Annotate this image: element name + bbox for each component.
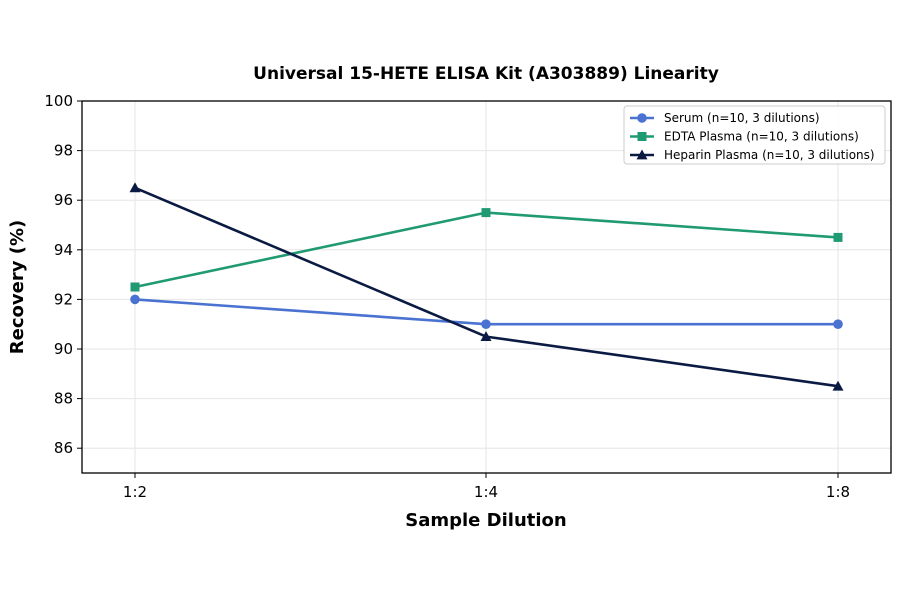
legend-label: Serum (n=10, 3 dilutions) bbox=[664, 111, 820, 125]
series-1 bbox=[130, 294, 843, 330]
legend-label: Heparin Plasma (n=10, 3 dilutions) bbox=[664, 148, 875, 162]
legend-label: EDTA Plasma (n=10, 3 dilutions) bbox=[664, 130, 859, 144]
y-tick-label: 100 bbox=[44, 92, 73, 110]
data-point bbox=[129, 182, 141, 193]
y-axis-label: Recovery (%) bbox=[7, 220, 28, 354]
legend-marker bbox=[636, 149, 648, 160]
data-point bbox=[130, 294, 140, 305]
legend-marker bbox=[637, 132, 647, 141]
y-tick-label: 94 bbox=[54, 241, 73, 259]
x-axis-label: Sample Dilution bbox=[405, 510, 566, 531]
data-point bbox=[833, 232, 843, 242]
series-3 bbox=[129, 182, 844, 391]
series-2 bbox=[130, 208, 843, 292]
y-tick-label: 98 bbox=[54, 142, 73, 160]
legend: Serum (n=10, 3 dilutions) EDTA Plasma (n=… bbox=[623, 105, 886, 165]
legend-entry: Serum (n=10, 3 dilutions) bbox=[630, 111, 820, 125]
legend-box bbox=[623, 105, 886, 165]
legend-marker bbox=[637, 113, 647, 123]
legend-entry: EDTA Plasma (n=10, 3 dilutions) bbox=[630, 130, 859, 144]
y-tick-label: 92 bbox=[54, 290, 73, 308]
tick-layer: 86 88 90 92 94 96 98 100 1:2 1:4 1:8 bbox=[44, 92, 850, 501]
data-point bbox=[481, 208, 491, 218]
x-tick-label: 1:4 bbox=[474, 483, 498, 501]
data-point bbox=[832, 380, 844, 391]
y-tick-label: 86 bbox=[54, 439, 73, 457]
legend-entry: Heparin Plasma (n=10, 3 dilutions) bbox=[630, 148, 875, 162]
data-point bbox=[481, 319, 491, 330]
series-layer bbox=[129, 182, 844, 391]
y-tick-label: 88 bbox=[54, 390, 73, 408]
y-tick-label: 90 bbox=[54, 340, 73, 358]
x-tick-label: 1:8 bbox=[826, 483, 850, 501]
x-tick-label: 1:2 bbox=[123, 483, 147, 501]
data-point bbox=[833, 319, 843, 330]
data-point bbox=[480, 331, 492, 341]
y-tick-label: 96 bbox=[54, 191, 73, 209]
data-point bbox=[130, 282, 140, 292]
chart-title: Universal 15-HETE ELISA Kit (A303889) Li… bbox=[253, 64, 719, 84]
